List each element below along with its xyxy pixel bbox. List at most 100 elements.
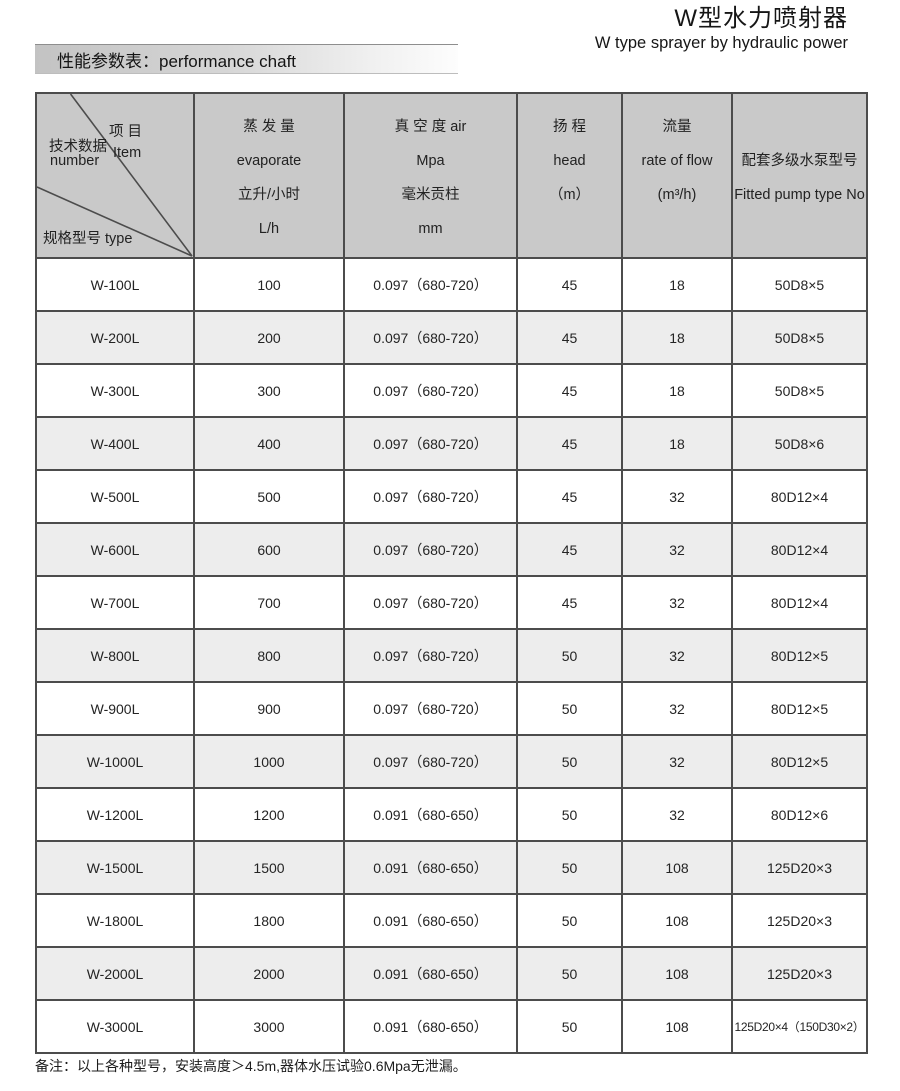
column-header-line: (m³/h): [657, 187, 697, 203]
value-cell: 0.097（680-720）: [343, 628, 518, 683]
value-cell: 80D12×4: [731, 522, 868, 577]
model-cell: W-600L: [35, 522, 195, 577]
value-cell: 0.097（680-720）: [343, 257, 518, 312]
value-cell: 32: [621, 469, 733, 524]
value-cell: 108: [621, 946, 733, 1001]
model-cell: W-400L: [35, 416, 195, 471]
value-cell: 1200: [193, 787, 345, 842]
value-cell: 45: [516, 469, 623, 524]
value-cell: 1500: [193, 840, 345, 895]
model-cell: W-3000L: [35, 999, 195, 1054]
page-title-chinese: W型水力喷射器: [674, 5, 848, 32]
value-cell: 45: [516, 522, 623, 577]
value-cell: 18: [621, 363, 733, 418]
value-cell: 0.097（680-720）: [343, 416, 518, 471]
table-row: W-300L 300 0.097（680-720） 45 18 50D8×5: [35, 363, 868, 418]
table-row: W-200L 200 0.097（680-720） 45 18 50D8×5: [35, 310, 868, 365]
table-row: W-3000L 3000 0.091（680-650） 50 108 125D20×4（1…: [35, 999, 868, 1054]
value-cell: 0.097（680-720）: [343, 522, 518, 577]
column-header-line: 真 空 度 air: [394, 119, 467, 135]
corner-label-item-cn: 项 目: [109, 124, 143, 140]
corner-label-number-cn: 技术数据: [49, 139, 107, 155]
table-row: W-1500L 1500 0.091（680-650） 50 108 125D20×3: [35, 840, 868, 895]
value-cell: 700: [193, 575, 345, 630]
model-cell: W-2000L: [35, 946, 195, 1001]
value-cell: 80D12×6: [731, 787, 868, 842]
value-cell: 50: [516, 734, 623, 789]
value-cell: 45: [516, 416, 623, 471]
value-cell: 80D12×5: [731, 628, 868, 683]
model-cell: W-200L: [35, 310, 195, 365]
value-cell: 2000: [193, 946, 345, 1001]
value-cell: 1800: [193, 893, 345, 948]
model-cell: W-500L: [35, 469, 195, 524]
value-cell: 800: [193, 628, 345, 683]
column-header-line: Mpa: [416, 153, 445, 169]
column-header-line: 蒸 发 量: [243, 119, 295, 135]
value-cell: 0.097（680-720）: [343, 734, 518, 789]
model-cell: W-1200L: [35, 787, 195, 842]
column-header-line: 流量: [662, 119, 692, 135]
value-cell: 3000: [193, 999, 345, 1054]
column-header-3: 扬 程 head （m）: [516, 92, 623, 259]
value-cell: 50: [516, 893, 623, 948]
value-cell: 108: [621, 999, 733, 1054]
table-row: W-1200L 1200 0.091（680-650） 50 32 80D12×6: [35, 787, 868, 842]
value-cell: 0.097（680-720）: [343, 681, 518, 736]
value-cell: 32: [621, 734, 733, 789]
section-banner: 性能参数表：performance chaft: [35, 44, 458, 74]
column-header-line: （m）: [548, 187, 591, 203]
table-row: W-500L 500 0.097（680-720） 45 32 80D12×4: [35, 469, 868, 524]
value-cell: 0.097（680-720）: [343, 469, 518, 524]
value-cell: 32: [621, 575, 733, 630]
value-cell: 0.091（680-650）: [343, 787, 518, 842]
value-cell: 32: [621, 787, 733, 842]
value-cell: 400: [193, 416, 345, 471]
table-body: W-100L 100 0.097（680-720） 45 18 50D8×5 W-200L 2…: [35, 257, 868, 1054]
value-cell: 80D12×4: [731, 469, 868, 524]
section-banner-label: 性能参数表：performance chaft: [57, 51, 297, 71]
value-cell: 0.091（680-650）: [343, 946, 518, 1001]
table-row: W-400L 400 0.097（680-720） 45 18 50D8×6: [35, 416, 868, 471]
value-cell: 45: [516, 363, 623, 418]
value-cell: 80D12×4: [731, 575, 868, 630]
value-cell: 50: [516, 628, 623, 683]
column-header-line: 配套多级水泵型号: [741, 153, 858, 169]
column-header-4: 流量 rate of flow (m³/h): [621, 92, 733, 259]
corner-label-number-en: number: [50, 153, 100, 169]
value-cell: 50: [516, 840, 623, 895]
value-cell: 500: [193, 469, 345, 524]
column-header-line: evaporate: [236, 153, 302, 169]
table-row: W-100L 100 0.097（680-720） 45 18 50D8×5: [35, 257, 868, 312]
value-cell: 80D12×5: [731, 681, 868, 736]
value-cell: 32: [621, 522, 733, 577]
value-cell: 0.097（680-720）: [343, 310, 518, 365]
value-cell: 50D8×6: [731, 416, 868, 471]
value-cell: 50: [516, 787, 623, 842]
corner-label-type: 规格型号 type: [43, 231, 133, 247]
column-header-line: 立升/小时: [237, 187, 301, 203]
column-header-line: 毫米贡柱: [401, 187, 460, 203]
diagonal-divider-lines: [37, 94, 193, 257]
value-cell: 600: [193, 522, 345, 577]
model-cell: W-1500L: [35, 840, 195, 895]
table-row: W-1000L 1000 0.097（680-720） 50 32 80D12×5: [35, 734, 868, 789]
value-cell: 900: [193, 681, 345, 736]
value-cell: 32: [621, 681, 733, 736]
table-row: W-1800L 1800 0.091（680-650） 50 108 125D20×3: [35, 893, 868, 948]
value-cell: 32: [621, 628, 733, 683]
value-cell: 200: [193, 310, 345, 365]
value-cell: 0.091（680-650）: [343, 999, 518, 1054]
column-header-1: 蒸 发 量 evaporate 立升/小时 L/h: [193, 92, 345, 259]
page-title-english: W type sprayer by hydraulic power: [594, 34, 848, 52]
value-cell: 80D12×5: [731, 734, 868, 789]
table-row: W-700L 700 0.097（680-720） 45 32 80D12×4: [35, 575, 868, 630]
value-cell: 45: [516, 310, 623, 365]
value-cell: 18: [621, 416, 733, 471]
column-header-line: 扬 程: [552, 119, 587, 135]
column-header-line: Fitted pump type No: [734, 187, 865, 203]
value-cell: 125D20×4（150D30×2）: [731, 999, 868, 1054]
value-cell: 50D8×5: [731, 257, 868, 312]
value-cell: 125D20×3: [731, 893, 868, 948]
value-cell: 0.097（680-720）: [343, 363, 518, 418]
